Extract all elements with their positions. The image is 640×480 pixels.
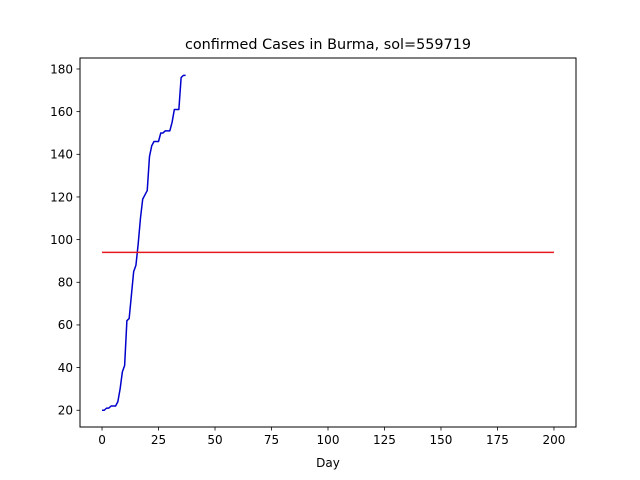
plot-lines (102, 74, 554, 412)
x-tick-label: 75 (264, 433, 279, 447)
series-line-0 (102, 74, 186, 412)
chart-title: confirmed Cases in Burma, sol=559719 (185, 37, 471, 53)
x-tick-label: 0 (98, 433, 106, 447)
y-tick-label: 40 (58, 361, 73, 375)
x-tick-label: 25 (151, 433, 166, 447)
x-tick-label: 50 (207, 433, 222, 447)
x-axis-ticks: 0 25 50 75 100 125 150 175 200 (98, 427, 565, 447)
x-axis-label: Day (316, 456, 340, 470)
y-tick-label: 120 (50, 190, 73, 204)
x-tick-label: 175 (486, 433, 509, 447)
y-tick-label: 80 (58, 276, 73, 290)
axes-frame (79, 57, 577, 428)
y-tick-label: 20 (58, 404, 73, 418)
y-tick-label: 180 (50, 62, 73, 76)
x-tick-label: 125 (373, 433, 396, 447)
x-tick-label: 200 (543, 433, 566, 447)
y-axis-ticks: 20 40 60 80 100 120 140 160 180 (50, 62, 80, 418)
y-tick-label: 60 (58, 318, 73, 332)
y-tick-label: 100 (50, 233, 73, 247)
y-tick-label: 140 (50, 148, 73, 162)
x-tick-label: 100 (317, 433, 340, 447)
x-tick-label: 150 (430, 433, 453, 447)
y-tick-label: 160 (50, 105, 73, 119)
